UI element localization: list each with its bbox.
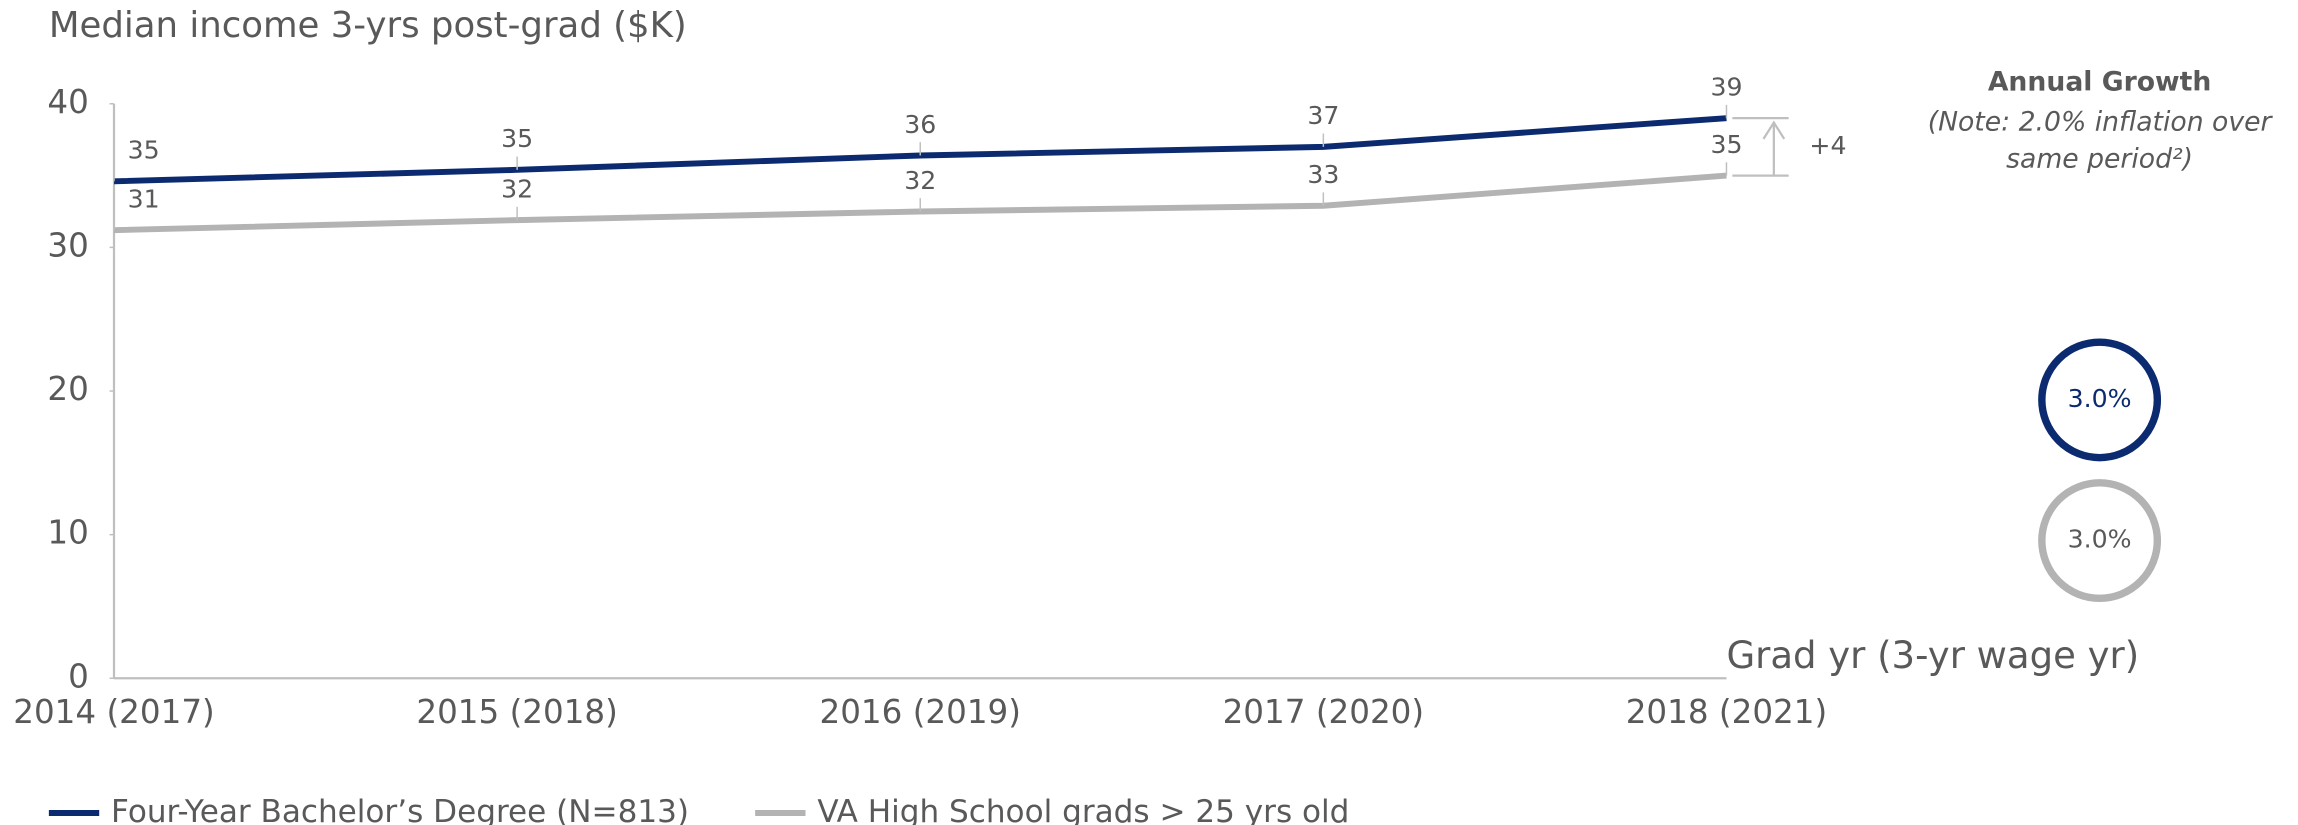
- growth-circle: [2038, 338, 2162, 462]
- y-tick-label: 30: [47, 226, 88, 264]
- data-label: 35: [501, 124, 533, 153]
- y-tick-label: 20: [47, 370, 88, 408]
- data-label: 32: [501, 175, 533, 204]
- difference-label: +4: [1809, 131, 1846, 160]
- x-tick-label: 2016 (2019): [819, 693, 1021, 731]
- chart-title: Median income 3-yrs post-grad ($K): [49, 5, 687, 46]
- growth-circle: [2038, 479, 2162, 603]
- data-label: 37: [1307, 101, 1339, 130]
- data-label: 33: [1307, 160, 1339, 189]
- x-axis-label: Grad yr (3-yr wage yr): [1726, 634, 2139, 677]
- data-label: 35: [1710, 130, 1742, 159]
- x-tick-label: 2017 (2020): [1223, 693, 1425, 731]
- legend-label: Four-Year Bachelor’s Degree (N=813): [111, 794, 689, 825]
- data-label: 31: [128, 185, 160, 214]
- growth-title: Annual Growth: [1988, 67, 2212, 98]
- x-tick-label: 2014 (2017): [13, 693, 215, 731]
- growth-label: 3.0%: [2068, 384, 2132, 413]
- growth-label: 3.0%: [2068, 525, 2132, 554]
- growth-note: (Note: 2.0% inflation over: [1928, 107, 2274, 138]
- y-tick-label: 0: [68, 657, 89, 695]
- x-tick-label: 2018 (2021): [1626, 693, 1828, 731]
- data-label: 35: [128, 136, 160, 165]
- data-label: 32: [904, 166, 936, 195]
- arrow-head: [1762, 120, 1786, 140]
- x-tick-label: 2015 (2018): [416, 693, 618, 731]
- series-line: [113, 115, 1727, 185]
- data-label: 36: [904, 110, 936, 139]
- growth-note: same period²): [2006, 144, 2193, 175]
- legend-label: VA High School grads > 25 yrs old: [817, 794, 1349, 825]
- data-label: 39: [1710, 73, 1742, 102]
- y-tick-label: 40: [47, 83, 88, 121]
- y-tick-label: 10: [47, 514, 88, 552]
